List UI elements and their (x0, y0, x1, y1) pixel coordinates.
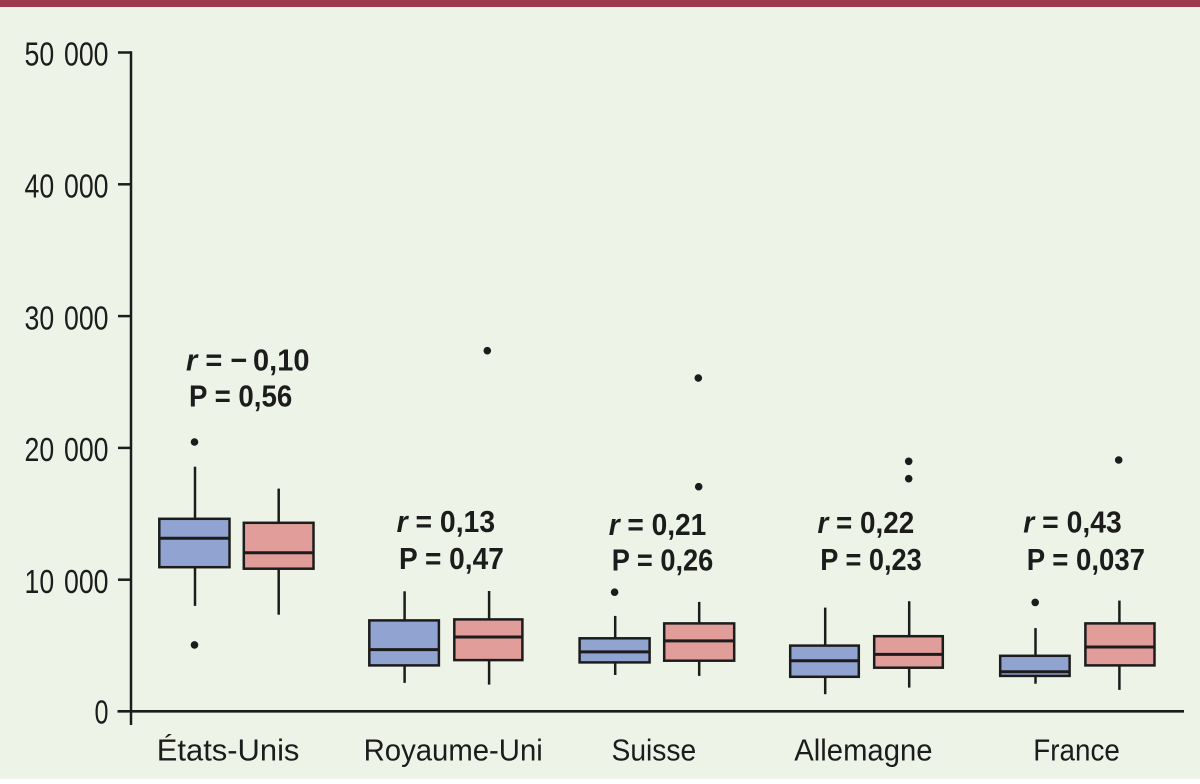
svg-text:10 000: 10 000 (25, 563, 109, 600)
svg-text:P = 0,23: P = 0,23 (820, 543, 921, 577)
svg-text:P = 0,56: P = 0,56 (189, 379, 292, 413)
svg-text:50 000: 50 000 (25, 36, 109, 73)
svg-text:r = 0,43: r = 0,43 (1023, 505, 1121, 539)
svg-text:Royaume-Uni: Royaume-Uni (364, 733, 543, 768)
svg-text:États-Unis: États-Unis (157, 733, 300, 768)
svg-text:Allemagne: Allemagne (794, 733, 932, 768)
svg-text:France: France (1033, 733, 1120, 768)
svg-text:r = 0,21: r = 0,21 (609, 508, 707, 542)
svg-text:P = 0,47: P = 0,47 (399, 542, 504, 576)
svg-text:40 000: 40 000 (25, 168, 109, 205)
svg-text:0: 0 (95, 694, 109, 731)
svg-text:20 000: 20 000 (25, 431, 109, 468)
svg-text:r = 0,22: r = 0,22 (818, 506, 915, 540)
svg-text:30 000: 30 000 (25, 299, 109, 336)
svg-text:Suisse: Suisse (612, 733, 697, 768)
svg-text:r = 0,13: r = 0,13 (397, 505, 496, 539)
svg-text:r = − 0,10: r = − 0,10 (186, 344, 310, 378)
svg-text:P = 0,26: P = 0,26 (612, 544, 714, 578)
svg-text:P = 0,037: P = 0,037 (1027, 543, 1145, 577)
